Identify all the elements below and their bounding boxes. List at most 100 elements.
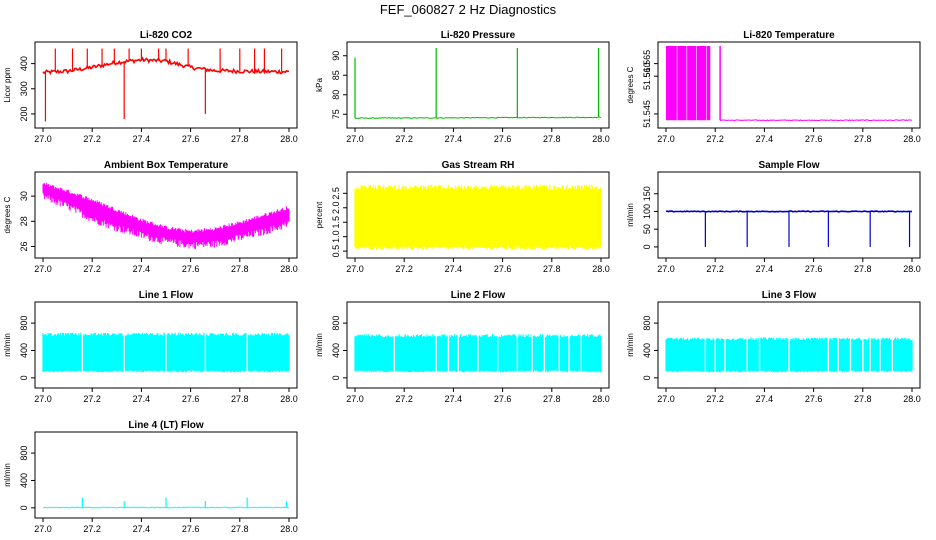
x-tick-label: 27.4 bbox=[756, 394, 774, 404]
x-tick-label: 27.0 bbox=[346, 264, 364, 274]
x-tick-label: 28.0 bbox=[903, 264, 921, 274]
x-tick-label: 27.8 bbox=[854, 394, 872, 404]
y-tick-label: 300 bbox=[19, 81, 29, 96]
plot-frame bbox=[34, 171, 298, 259]
y-axis-label: ml/min bbox=[626, 203, 635, 227]
y-axis-label: degrees C bbox=[626, 66, 635, 103]
chart-panel-7: Line 1 Flow ml/min 27.0 27.2 27.4 27.6 27.8 28.… bbox=[3, 290, 298, 404]
x-tick-label: 27.4 bbox=[756, 134, 774, 144]
data-band bbox=[354, 334, 602, 373]
x-tick-label: 27.4 bbox=[133, 524, 151, 534]
x-tick-label: 27.0 bbox=[657, 264, 675, 274]
x-tick-label: 27.4 bbox=[756, 264, 774, 274]
y-tick-label: 2.5 bbox=[331, 187, 341, 200]
y-axis-label: Licor ppm bbox=[3, 67, 12, 102]
y-tick-label: 800 bbox=[19, 316, 29, 331]
y-tick-label: 1.5 bbox=[331, 216, 341, 229]
chart-panel-5: Gas Stream RH percent 27.0 27.2 27.4 27.6 27.8… bbox=[315, 160, 610, 274]
x-tick-label: 27.6 bbox=[805, 394, 823, 404]
x-tick-label: 27.2 bbox=[83, 524, 101, 534]
x-tick-label: 27.2 bbox=[395, 264, 413, 274]
y-axis-label: ml/min bbox=[3, 463, 12, 487]
chart-title: Gas Stream RH bbox=[442, 160, 515, 171]
data-band bbox=[42, 332, 290, 373]
data-series-flow bbox=[42, 506, 290, 509]
chart-panel-1: Li-820 CO2 Licor ppm 27.0 27.2 27.4 27.6 27.8 2… bbox=[3, 30, 298, 144]
y-tick-label: 400 bbox=[19, 473, 29, 488]
chart-panel-2: Li-820 Pressure kPa 27.0 27.2 27.4 27.6 27.8 28… bbox=[315, 30, 610, 144]
x-tick-label: 27.4 bbox=[133, 134, 151, 144]
x-tick-label: 28.0 bbox=[592, 264, 610, 274]
y-tick-label: 51.560 bbox=[642, 62, 652, 90]
y-tick-label: 800 bbox=[19, 446, 29, 461]
chart-title: Li-820 Temperature bbox=[743, 30, 835, 41]
x-tick-label: 27.0 bbox=[34, 524, 52, 534]
y-tick-label: 400 bbox=[331, 343, 341, 358]
data-series-temperature bbox=[720, 119, 913, 122]
x-tick-label: 27.8 bbox=[854, 134, 872, 144]
x-tick-label: 27.2 bbox=[83, 394, 101, 404]
x-tick-label: 28.0 bbox=[592, 134, 610, 144]
x-tick-label: 28.0 bbox=[903, 394, 921, 404]
x-tick-label: 27.2 bbox=[706, 394, 724, 404]
x-tick-label: 27.6 bbox=[182, 264, 200, 274]
chart-panel-3: Li-820 Temperature degrees C 27.0 27.2 27.4 2… bbox=[626, 30, 921, 144]
x-tick-label: 27.8 bbox=[231, 264, 249, 274]
chart-title: Line 3 Flow bbox=[762, 290, 817, 301]
y-axis-label: percent bbox=[315, 201, 324, 228]
chart-title: Line 4 (LT) Flow bbox=[128, 420, 204, 431]
y-tick-label: 0 bbox=[642, 375, 652, 380]
figure-title: FEF_060827 2 Hz Diagnostics bbox=[379, 2, 557, 17]
x-tick-label: 27.2 bbox=[706, 264, 724, 274]
x-tick-label: 27.6 bbox=[494, 264, 512, 274]
x-tick-label: 27.6 bbox=[805, 264, 823, 274]
x-tick-label: 27.6 bbox=[805, 134, 823, 144]
y-tick-label: 0 bbox=[19, 375, 29, 380]
chart-title: Sample Flow bbox=[758, 160, 819, 171]
y-tick-label: 400 bbox=[642, 343, 652, 358]
x-tick-label: 27.8 bbox=[854, 264, 872, 274]
x-tick-label: 27.4 bbox=[445, 134, 463, 144]
x-tick-label: 27.0 bbox=[34, 394, 52, 404]
y-tick-label: 400 bbox=[19, 343, 29, 358]
x-tick-label: 27.0 bbox=[346, 134, 364, 144]
x-tick-label: 27.8 bbox=[231, 524, 249, 534]
x-tick-label: 27.4 bbox=[133, 264, 151, 274]
x-tick-label: 27.4 bbox=[445, 394, 463, 404]
x-tick-label: 28.0 bbox=[280, 394, 298, 404]
y-tick-label: 0 bbox=[642, 244, 652, 249]
y-tick-label: 150 bbox=[642, 186, 652, 201]
y-tick-label: 0.5 bbox=[331, 245, 341, 258]
x-tick-label: 27.2 bbox=[706, 134, 724, 144]
chart-panel-9: Line 3 Flow ml/min 27.0 27.2 27.4 27.6 27.8 28.… bbox=[626, 290, 921, 404]
y-tick-label: 800 bbox=[642, 316, 652, 331]
x-tick-label: 27.0 bbox=[657, 134, 675, 144]
plot-frame bbox=[34, 41, 298, 129]
y-tick-label: 400 bbox=[19, 56, 29, 71]
plot-frame bbox=[346, 301, 610, 389]
data-series-flow bbox=[665, 210, 913, 213]
chart-panel-4: Ambient Box Temperature degrees C 27.0 27.2… bbox=[3, 160, 298, 274]
y-tick-label: 100 bbox=[642, 204, 652, 219]
data-band bbox=[665, 337, 913, 373]
chart-panel-6: Sample Flow ml/min 27.0 27.2 27.4 27.6 27.8 28.… bbox=[626, 160, 921, 274]
y-tick-label: 75 bbox=[331, 109, 341, 119]
plot-frame bbox=[657, 301, 921, 389]
y-tick-label: 1.0 bbox=[331, 230, 341, 243]
data-series-pressure bbox=[354, 116, 602, 120]
y-tick-label: 50 bbox=[642, 224, 652, 234]
x-tick-label: 27.8 bbox=[231, 134, 249, 144]
y-axis-label: degrees C bbox=[3, 196, 12, 233]
chart-title: Li-820 Pressure bbox=[441, 30, 516, 41]
chart-panel-10: Line 4 (LT) Flow ml/min 27.0 27.2 27.4 27.6 27… bbox=[3, 420, 298, 534]
x-tick-label: 28.0 bbox=[280, 264, 298, 274]
y-tick-label: 85 bbox=[331, 70, 341, 80]
x-tick-label: 28.0 bbox=[592, 394, 610, 404]
x-tick-label: 27.2 bbox=[83, 264, 101, 274]
y-tick-label: 800 bbox=[331, 316, 341, 331]
chart-title: Li-820 CO2 bbox=[140, 30, 193, 41]
x-tick-label: 27.0 bbox=[346, 394, 364, 404]
y-axis-label: ml/min bbox=[315, 333, 324, 357]
